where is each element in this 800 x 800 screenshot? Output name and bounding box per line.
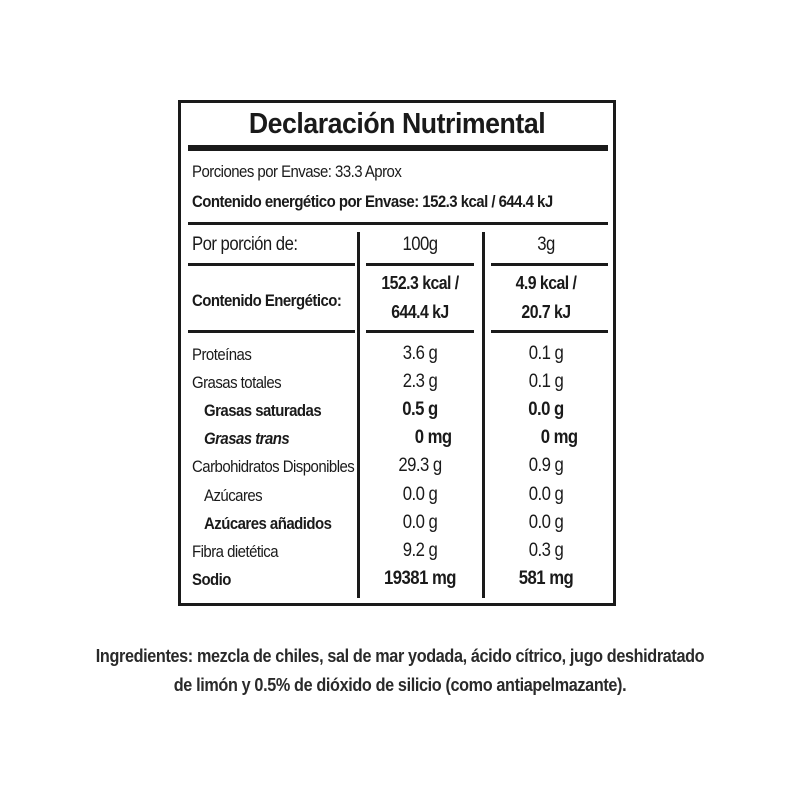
portion-3g: 3g [537, 234, 555, 255]
nutrient-label-grasas-trans: Grasas trans [204, 429, 290, 448]
divider [188, 222, 608, 225]
nutrient-label-fibra: Fibra dietética [192, 542, 279, 561]
nutrient-label-proteinas: Proteínas [192, 345, 252, 364]
value-3g: 0 mg [540, 427, 578, 448]
value-100g: 0.0 g [402, 512, 438, 533]
divider [491, 263, 608, 266]
value-100g: 0.5 g [402, 399, 438, 420]
ingredients-line-2: de limón y 0.5% de dióxido de silicio (c… [173, 675, 627, 695]
value-3g: 0.0 g [528, 399, 564, 420]
nutrient-label-grasas-totales: Grasas totales [192, 373, 282, 392]
value-3g: 581 mg [518, 568, 574, 589]
divider [188, 145, 608, 151]
energy-3g-kcal: 4.9 kcal / [515, 273, 577, 293]
divider [188, 263, 355, 266]
ingredients-line-1: Ingredientes: mezcla de chiles, sal de m… [95, 646, 705, 666]
energy-per-container: Contenido energético por Envase: 152.3 k… [192, 192, 553, 211]
energy-100g-kcal: 152.3 kcal / [381, 273, 459, 293]
portion-100g: 100g [402, 234, 438, 255]
value-100g: 0 mg [414, 427, 452, 448]
value-3g: 0.1 g [528, 343, 564, 364]
nutrient-label-carbohidratos: Carbohidratos Disponibles [192, 457, 355, 476]
divider [188, 330, 355, 333]
energy-3g-kj: 20.7 kJ [521, 302, 571, 322]
value-100g: 29.3 g [398, 455, 442, 476]
divider [366, 263, 474, 266]
nutrient-label-grasas-saturadas: Grasas saturadas [204, 401, 322, 420]
nutrient-label-azucares-anadidos: Azúcares añadidos [204, 514, 332, 533]
value-3g: 0.1 g [528, 371, 564, 392]
divider [366, 330, 474, 333]
nutrient-label-sodio: Sodio [192, 570, 231, 589]
column-divider [357, 232, 360, 598]
value-3g: 0.9 g [528, 455, 564, 476]
value-3g: 0.3 g [528, 540, 564, 561]
energy-label: Contenido Energético: [192, 291, 342, 310]
servings-per-container: Porciones por Envase: 33.3 Aprox [192, 162, 402, 181]
portion-label: Por porción de: [192, 234, 298, 255]
table-title: Declaración Nutrimental [248, 108, 546, 140]
value-100g: 3.6 g [402, 343, 438, 364]
energy-100g-kj: 644.4 kJ [391, 302, 449, 322]
value-100g: 2.3 g [402, 371, 438, 392]
value-100g: 0.0 g [402, 484, 438, 505]
value-100g: 9.2 g [402, 540, 438, 561]
nutrient-label-azucares: Azúcares [204, 486, 263, 505]
value-3g: 0.0 g [528, 512, 564, 533]
column-divider [482, 232, 485, 598]
nutrition-table [178, 100, 616, 606]
value-3g: 0.0 g [528, 484, 564, 505]
divider [491, 330, 608, 333]
value-100g: 19381 mg [383, 568, 457, 589]
